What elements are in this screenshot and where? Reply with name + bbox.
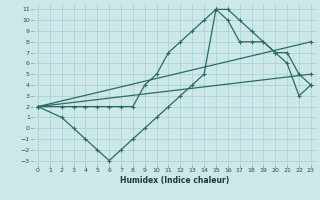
X-axis label: Humidex (Indice chaleur): Humidex (Indice chaleur) <box>120 176 229 185</box>
